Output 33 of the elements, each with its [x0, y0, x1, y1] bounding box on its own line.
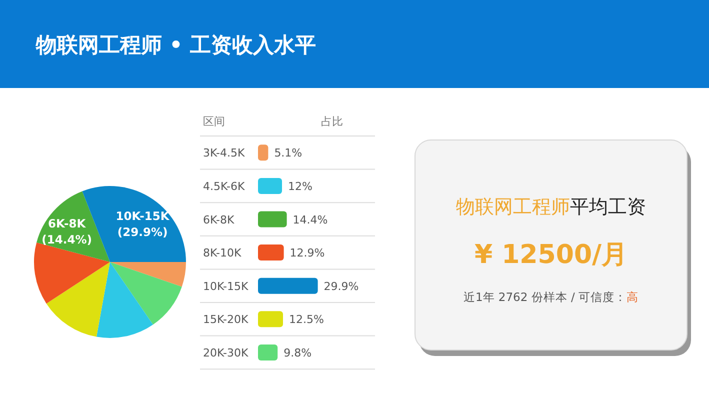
- bar: [258, 178, 282, 194]
- data-label: 29.9%: [324, 280, 359, 293]
- data-label: (14.4%): [42, 232, 92, 247]
- bar: [258, 344, 278, 360]
- data-label: 12.9%: [290, 246, 325, 260]
- text: 高: [626, 290, 639, 304]
- data-label: 12.5%: [289, 313, 324, 326]
- text: ¥ 12500/月: [474, 240, 628, 270]
- bar: [258, 278, 318, 294]
- x-axis-title: 占比: [321, 115, 343, 128]
- y-tick-label: 10K-15K: [203, 280, 250, 293]
- y-tick-label: 3K-4.5K: [203, 146, 246, 160]
- data-label: 12%: [288, 180, 312, 193]
- bar: [258, 211, 287, 228]
- data-label: 5.1%: [274, 146, 302, 160]
- y-tick-label: 20K-30K: [203, 346, 250, 360]
- y-tick-label: 4.5K-6K: [203, 180, 246, 193]
- text: 物联网工程师: [456, 196, 570, 218]
- chart-title: 物联网工程师 • 工资收入水平: [35, 33, 316, 57]
- text: 平均工资: [570, 196, 646, 218]
- y-tick-label: 8K-10K: [203, 246, 242, 260]
- bar: [258, 144, 268, 161]
- text: 近1年 2762 份样本 / 可信度：: [463, 290, 627, 304]
- data-label: 14.4%: [292, 213, 328, 226]
- y-tick-label: 15K-20K: [203, 313, 250, 326]
- y-tick-label: 6K-8K: [203, 213, 236, 226]
- bar: [258, 311, 283, 328]
- data-label: 9.8%: [284, 346, 312, 360]
- slice-label: 6K-8K: [48, 216, 87, 231]
- bar: [258, 244, 284, 261]
- data-label: (29.9%): [117, 225, 168, 240]
- y-axis-title: 区间: [203, 115, 225, 128]
- slice-label: 10K-15K: [116, 209, 170, 224]
